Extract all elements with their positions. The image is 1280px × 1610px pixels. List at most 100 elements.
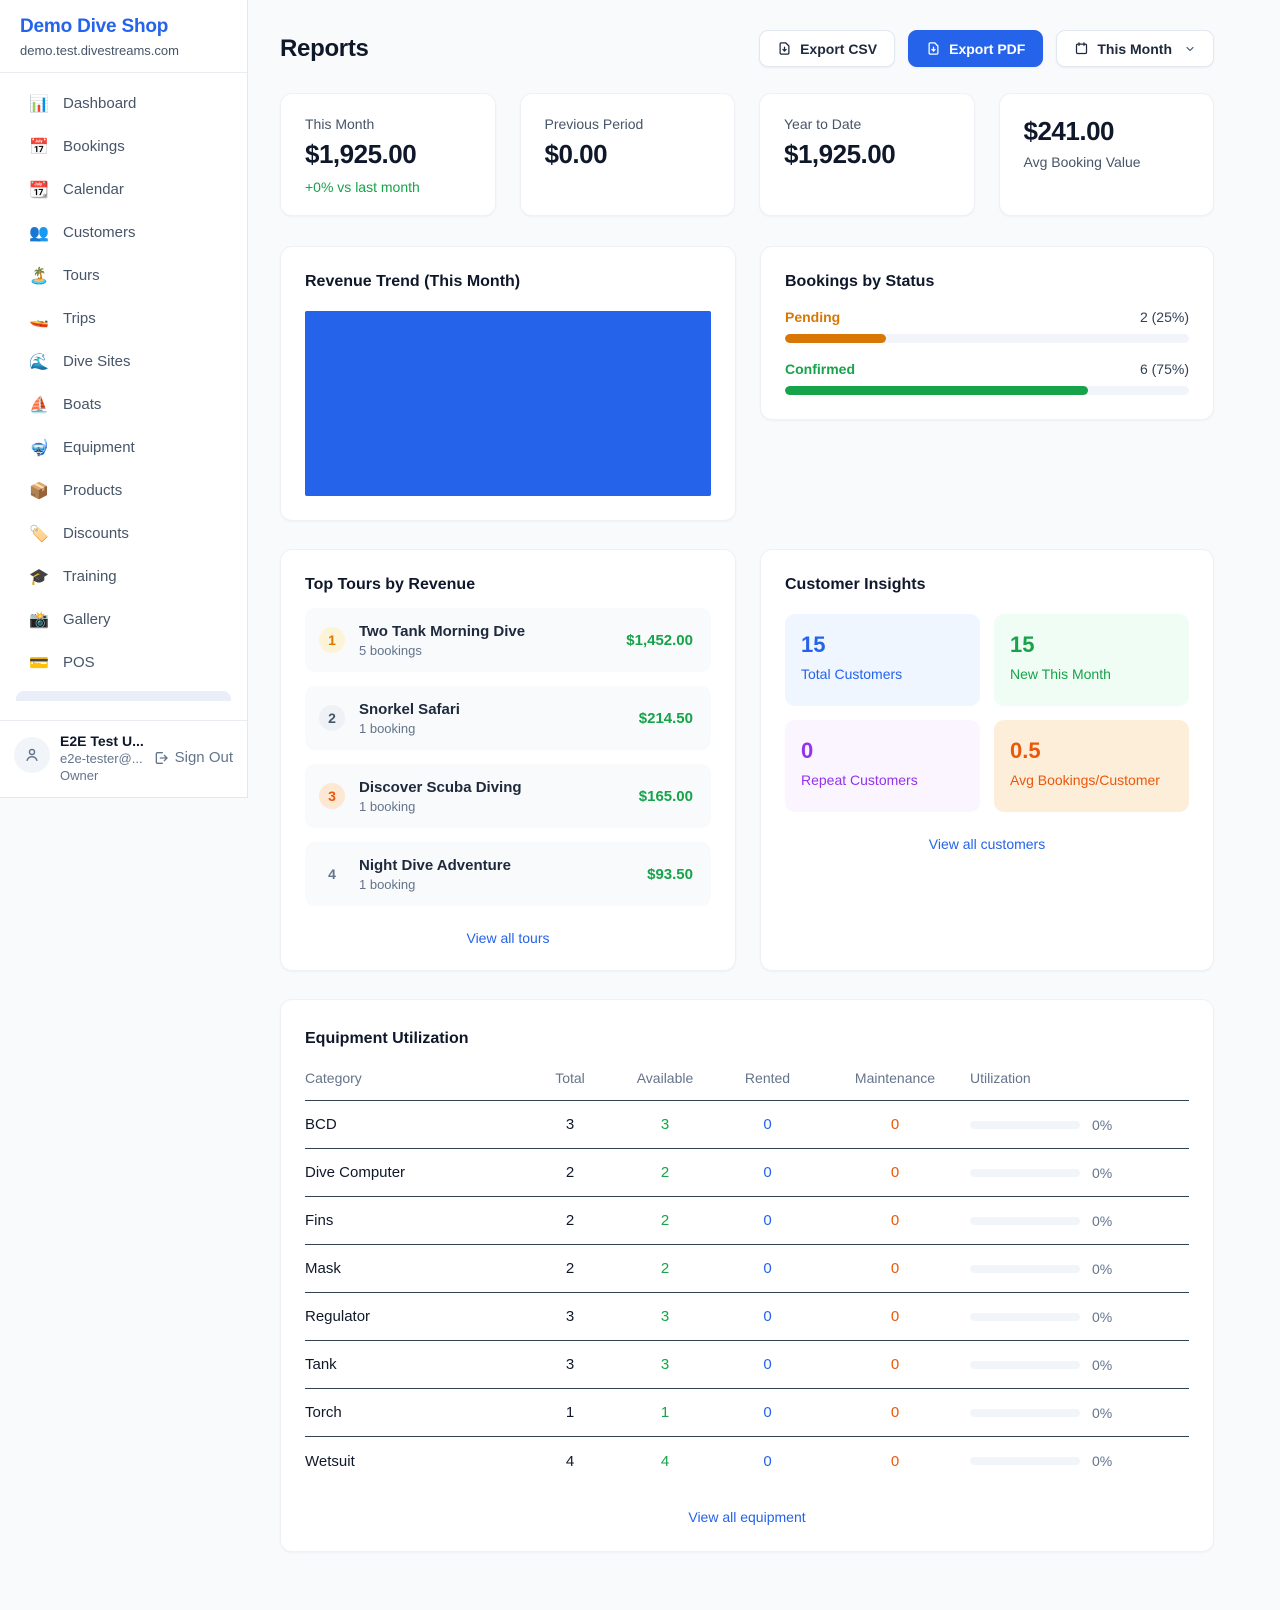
cell-available: 3 bbox=[660, 1356, 670, 1373]
graduation-cap-icon: 🎓 bbox=[29, 567, 49, 586]
tour-bookings: 1 booking bbox=[359, 720, 416, 736]
cell-utilization: 0% bbox=[970, 1165, 1189, 1181]
cell-rented: 0 bbox=[763, 1116, 772, 1133]
tour-name: Two Tank Morning Dive bbox=[359, 622, 526, 640]
sidebar-item-boats[interactable]: ⛵ Boats bbox=[16, 390, 231, 419]
tour-row[interactable]: 2 Snorkel Safari 1 booking $214.50 bbox=[305, 686, 711, 750]
sidebar-item-products[interactable]: 📦 Products bbox=[16, 476, 231, 505]
rank-badge: 2 bbox=[319, 705, 345, 731]
status-label-pending: Pending bbox=[785, 309, 841, 325]
tour-row[interactable]: 4 Night Dive Adventure 1 booking $93.50 bbox=[305, 842, 711, 906]
col-available: Available bbox=[636, 1070, 694, 1086]
stat-label: Year to Date bbox=[784, 116, 862, 132]
cell-rented: 0 bbox=[763, 1212, 772, 1229]
cell-maintenance: 0 bbox=[890, 1452, 900, 1470]
export-csv-button[interactable]: Export CSV bbox=[759, 30, 896, 67]
equipment-table: Category Total Available Rented Maintena… bbox=[305, 1070, 1189, 1485]
tile-value: 15 bbox=[1010, 632, 1035, 657]
bookings-by-status-title: Bookings by Status bbox=[785, 273, 935, 290]
stat-label: Previous Period bbox=[544, 116, 644, 132]
sign-out-icon bbox=[153, 750, 169, 766]
shop-domain: demo.test.divestreams.com bbox=[20, 43, 179, 58]
cell-maintenance: 0 bbox=[890, 1164, 900, 1181]
sidebar-item-bookings[interactable]: 📅 Bookings bbox=[16, 132, 231, 161]
utilization-label: 0% bbox=[1092, 1164, 1113, 1181]
sidebar-item-dashboard[interactable]: 📊 Dashboard bbox=[16, 89, 231, 118]
export-pdf-button[interactable]: Export PDF bbox=[908, 30, 1044, 67]
cell-maintenance: 0 bbox=[890, 1260, 900, 1277]
tour-revenue: $1,452.00 bbox=[626, 631, 693, 649]
sign-out-label: Sign Out bbox=[174, 749, 233, 766]
cell-maintenance: 0 bbox=[890, 1116, 900, 1133]
view-all-equipment-link[interactable]: View all equipment bbox=[688, 1509, 806, 1525]
cell-available: 2 bbox=[660, 1212, 670, 1229]
sidebar-item-trips[interactable]: 🚤 Trips bbox=[16, 304, 231, 333]
table-row: Torch 1 1 0 0 0% bbox=[305, 1389, 1189, 1437]
cell-rented: 0 bbox=[763, 1452, 772, 1470]
sign-out-button[interactable]: Sign Out bbox=[153, 749, 233, 766]
stat-card-previous-period: Previous Period $0.00 bbox=[519, 93, 735, 216]
period-label: This Month bbox=[1097, 40, 1172, 57]
sidebar-item-pos[interactable]: 💳 POS bbox=[16, 648, 231, 677]
stat-value: $1,925.00 bbox=[305, 139, 417, 169]
tour-row[interactable]: 1 Two Tank Morning Dive 5 bookings $1,45… bbox=[305, 608, 711, 672]
view-all-customers-link[interactable]: View all customers bbox=[928, 836, 1046, 852]
tag-icon: 🏷️ bbox=[29, 524, 49, 543]
cell-category: Tank bbox=[305, 1356, 337, 1373]
sidebar-item-equipment[interactable]: 🤿 Equipment bbox=[16, 433, 231, 462]
stat-label: This Month bbox=[305, 116, 375, 132]
sidebar-item-discounts[interactable]: 🏷️ Discounts bbox=[16, 519, 231, 548]
tile-new-this-month: 15 New This Month bbox=[994, 614, 1189, 706]
cell-utilization: 0% bbox=[970, 1309, 1189, 1325]
tour-bookings: 5 bookings bbox=[359, 642, 422, 658]
tile-avg-bookings-per-customer: 0.5 Avg Bookings/Customer bbox=[994, 720, 1189, 812]
equipment-utilization-card: Equipment Utilization Category Total Ava… bbox=[280, 999, 1214, 1552]
view-all-tours-link[interactable]: View all tours bbox=[466, 930, 550, 946]
tile-value: 0.5 bbox=[1010, 738, 1041, 763]
sidebar-item-label: Discounts bbox=[63, 525, 129, 542]
diving-mask-icon: 🤿 bbox=[29, 438, 49, 457]
dashboard-icon: 📊 bbox=[29, 94, 49, 113]
col-utilization: Utilization bbox=[970, 1070, 1031, 1086]
cell-rented: 0 bbox=[763, 1404, 772, 1421]
sidebar-item-tours[interactable]: 🏝️ Tours bbox=[16, 261, 231, 290]
cell-total: 2 bbox=[565, 1260, 575, 1277]
status-count-pending: 2 (25%) bbox=[1139, 309, 1189, 325]
stat-label: Avg Booking Value bbox=[1023, 154, 1141, 170]
utilization-bar bbox=[970, 1120, 1080, 1129]
top-tours-card: Top Tours by Revenue 1 Two Tank Morning … bbox=[280, 549, 736, 971]
period-dropdown[interactable]: This Month bbox=[1056, 30, 1214, 67]
cell-utilization: 0% bbox=[970, 1453, 1189, 1469]
cell-utilization: 0% bbox=[970, 1117, 1189, 1133]
file-download-icon bbox=[926, 41, 941, 56]
sidebar-item-calendar[interactable]: 📆 Calendar bbox=[16, 175, 231, 204]
sidebar-item-reports-partial[interactable] bbox=[16, 691, 231, 701]
table-row: Tank 3 3 0 0 0% bbox=[305, 1341, 1189, 1389]
cell-total: 4 bbox=[565, 1452, 575, 1470]
sidebar-item-label: Dashboard bbox=[63, 95, 137, 112]
status-count-confirmed: 6 (75%) bbox=[1139, 361, 1189, 377]
tile-value: 15 bbox=[801, 632, 826, 657]
insights-row: Top Tours by Revenue 1 Two Tank Morning … bbox=[280, 549, 1214, 971]
sidebar-item-gallery[interactable]: 📸 Gallery bbox=[16, 605, 231, 634]
cell-available: 2 bbox=[660, 1164, 670, 1181]
tour-row[interactable]: 3 Discover Scuba Diving 1 booking $165.0… bbox=[305, 764, 711, 828]
table-row: BCD 3 3 0 0 0% bbox=[305, 1101, 1189, 1149]
person-icon bbox=[23, 746, 41, 764]
tour-revenue: $165.00 bbox=[638, 787, 693, 805]
status-label-confirmed: Confirmed bbox=[785, 361, 855, 377]
brand-block: Demo Dive Shop demo.test.divestreams.com bbox=[0, 0, 247, 73]
cell-total: 1 bbox=[565, 1404, 575, 1421]
sidebar-item-customers[interactable]: 👥 Customers bbox=[16, 218, 231, 247]
sidebar-item-training[interactable]: 🎓 Training bbox=[16, 562, 231, 591]
tile-label: New This Month bbox=[1010, 666, 1111, 682]
cell-rented: 0 bbox=[763, 1356, 772, 1373]
col-total: Total bbox=[555, 1070, 585, 1086]
cell-maintenance: 0 bbox=[890, 1404, 900, 1421]
col-category: Category bbox=[305, 1070, 362, 1086]
user-name: E2E Test U... bbox=[60, 733, 144, 749]
progress-fill-confirmed bbox=[785, 386, 1088, 395]
sidebar-item-dive-sites[interactable]: 🌊 Dive Sites bbox=[16, 347, 231, 376]
wave-icon: 🌊 bbox=[29, 352, 49, 371]
speedboat-icon: 🚤 bbox=[29, 309, 49, 328]
